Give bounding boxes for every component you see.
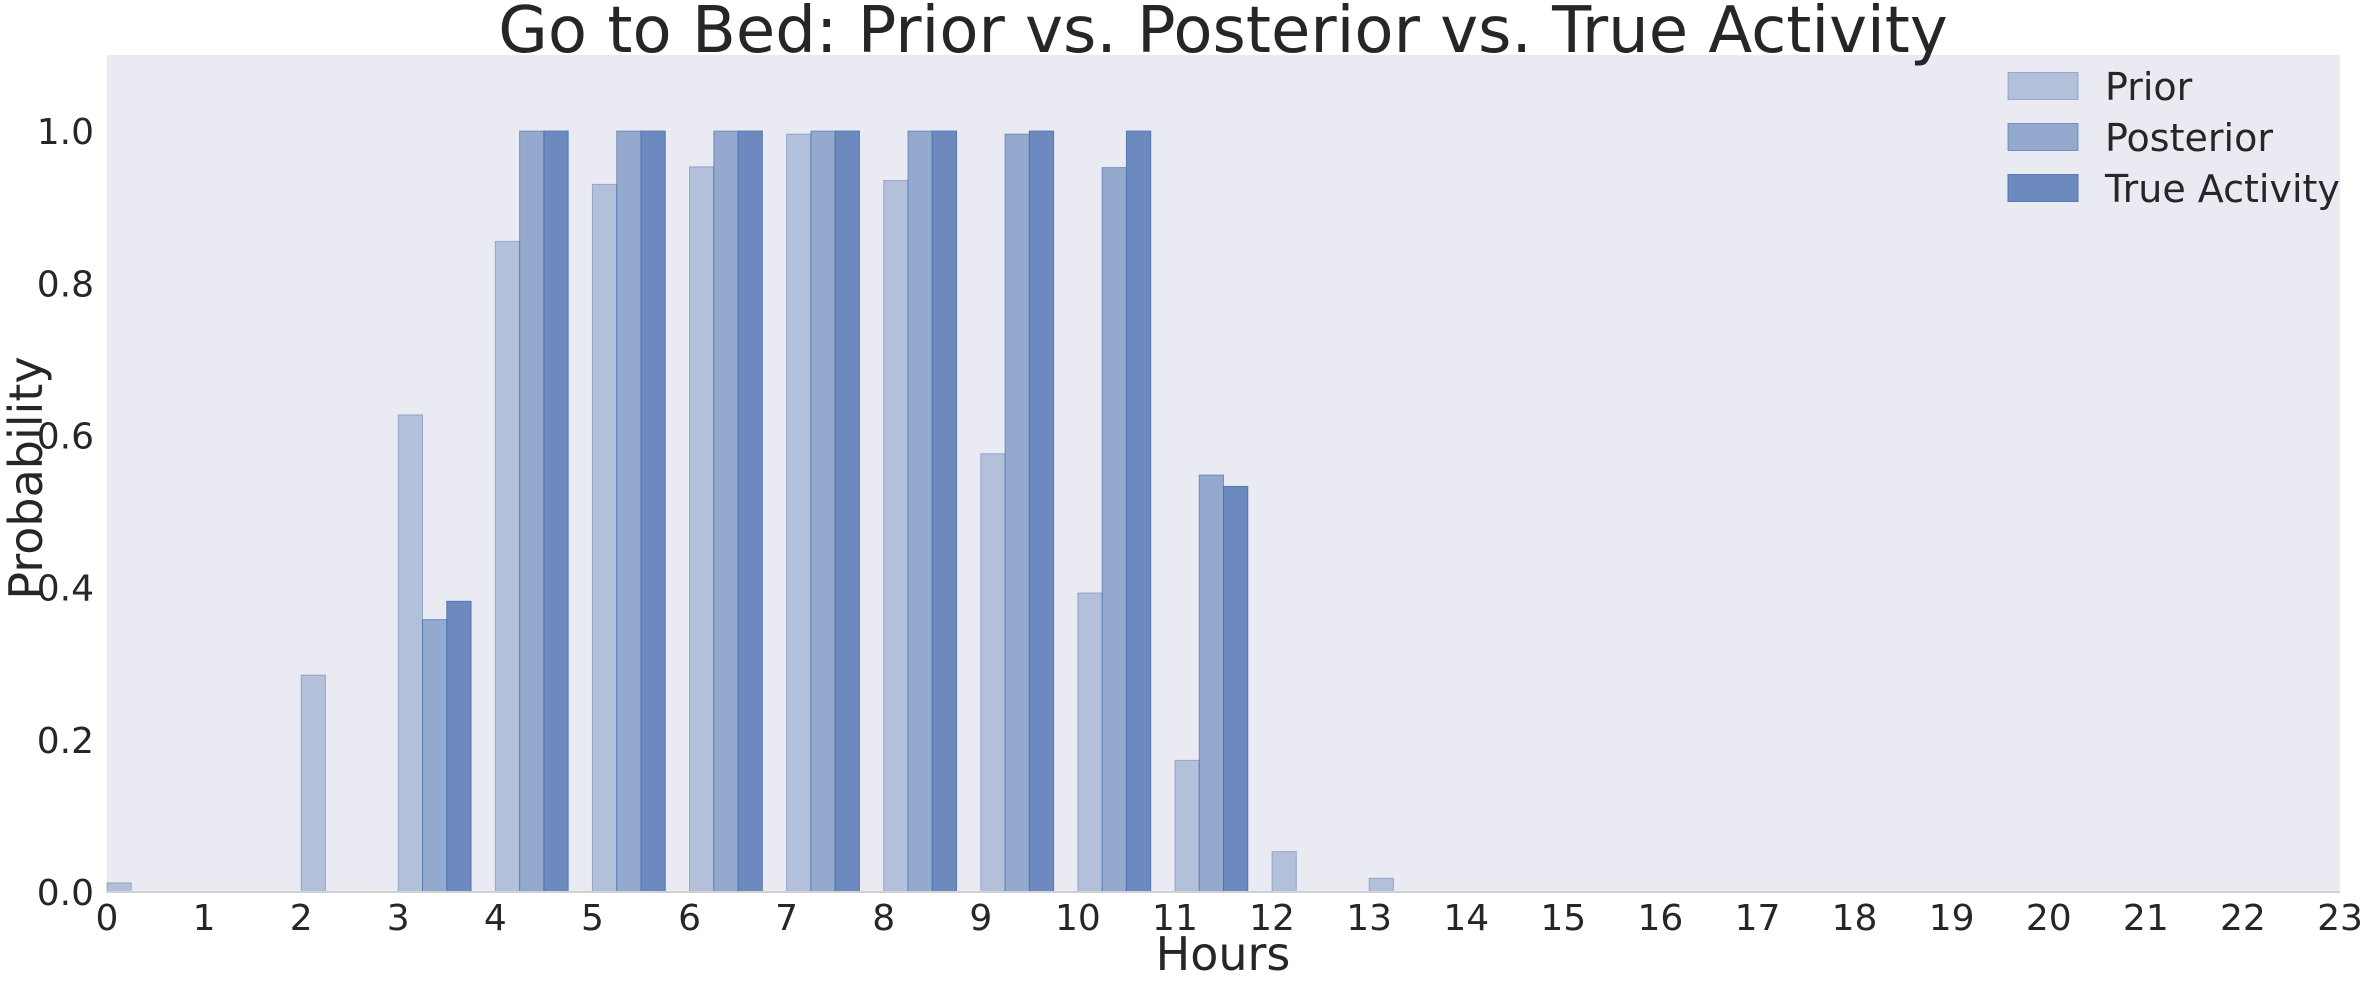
x-tick-label: 3 <box>387 898 410 939</box>
bar-prior-9 <box>980 453 1006 893</box>
x-tick-label: 11 <box>1152 898 1198 939</box>
bar-posterior-8 <box>907 130 933 893</box>
legend-swatch-posterior <box>2007 123 2079 151</box>
x-tick-label: 13 <box>1346 898 1392 939</box>
bar-posterior-6 <box>713 130 739 893</box>
bar-true-activity-9 <box>1028 130 1055 893</box>
bar-prior-7 <box>786 133 812 893</box>
bar-prior-0 <box>106 882 132 893</box>
x-tick-label: 1 <box>193 898 216 939</box>
bar-prior-10 <box>1077 592 1103 893</box>
bar-prior-3 <box>397 414 424 893</box>
y-tick-label: 0.2 <box>37 721 94 762</box>
x-tick-label: 18 <box>1832 898 1878 939</box>
x-tick-label: 7 <box>775 898 798 939</box>
legend-swatch-prior <box>2007 72 2079 100</box>
y-tick-labels: 0.0 0.2 0.4 0.6 0.8 1.0 <box>37 112 94 914</box>
bar-true-activity-3 <box>446 600 472 893</box>
bar-posterior-7 <box>810 130 836 893</box>
legend: Prior Posterior True Activity <box>2007 65 2340 211</box>
bars-group <box>106 130 1394 893</box>
bar-prior-8 <box>883 180 909 893</box>
x-tick-label: 4 <box>484 898 507 939</box>
x-tick-labels: 0 1 2 3 4 5 6 7 8 9 10 11 12 13 14 15 16 17 18 19 20 21 22 23 <box>96 898 2363 939</box>
x-tick-label: 15 <box>1540 898 1586 939</box>
legend-swatch-true-activity <box>2007 174 2079 202</box>
bar-posterior-10 <box>1101 167 1127 893</box>
y-tick-label: 0.4 <box>37 569 94 610</box>
x-tick-label: 23 <box>2317 898 2363 939</box>
bar-true-activity-6 <box>737 130 763 893</box>
x-tick-label: 22 <box>2220 898 2266 939</box>
y-tick-label: 0.6 <box>37 416 94 457</box>
x-tick-label: 21 <box>2123 898 2169 939</box>
x-tick-label: 20 <box>2026 898 2072 939</box>
bar-posterior-9 <box>1004 133 1030 893</box>
x-tick-label: 8 <box>872 898 895 939</box>
y-axis-title: Probability <box>0 356 53 599</box>
bar-true-activity-11 <box>1223 485 1249 893</box>
chart-title: Go to Bed: Prior vs. Posterior vs. True … <box>498 0 1948 68</box>
bar-true-activity-5 <box>640 130 666 893</box>
x-axis-title: Hours <box>1156 927 1291 981</box>
bar-prior-6 <box>689 166 715 893</box>
x-tick-label: 10 <box>1055 898 1101 939</box>
x-tick-label: 2 <box>290 898 313 939</box>
legend-label-prior: Prior <box>2105 65 2193 109</box>
bar-posterior-5 <box>616 130 642 893</box>
bar-true-activity-8 <box>931 130 958 893</box>
y-tick-label: 0.0 <box>37 873 94 914</box>
bar-prior-12 <box>1271 851 1297 893</box>
bar-posterior-4 <box>519 130 545 893</box>
x-tick-label: 9 <box>969 898 992 939</box>
legend-label-true-activity: True Activity <box>2104 167 2340 211</box>
x-tick-label: 0 <box>96 898 119 939</box>
x-tick-label: 14 <box>1443 898 1489 939</box>
bar-true-activity-10 <box>1125 130 1152 893</box>
y-tick-label: 0.8 <box>37 264 94 305</box>
bar-prior-2 <box>300 674 326 893</box>
x-tick-label: 6 <box>678 898 701 939</box>
y-tick-label: 1.0 <box>37 112 94 153</box>
bar-true-activity-7 <box>834 130 860 893</box>
bar-prior-13 <box>1368 877 1394 893</box>
legend-label-posterior: Posterior <box>2105 116 2273 160</box>
x-tick-label: 17 <box>1735 898 1781 939</box>
bar-true-activity-4 <box>543 130 569 893</box>
bar-prior-4 <box>494 240 521 893</box>
x-tick-label: 16 <box>1637 898 1683 939</box>
bar-posterior-11 <box>1198 474 1224 893</box>
bar-prior-11 <box>1174 759 1200 893</box>
x-tick-label: 19 <box>1929 898 1975 939</box>
bar-posterior-3 <box>422 619 448 893</box>
x-tick-label: 5 <box>581 898 604 939</box>
bar-prior-5 <box>591 183 618 893</box>
x-tick-label: 12 <box>1249 898 1295 939</box>
